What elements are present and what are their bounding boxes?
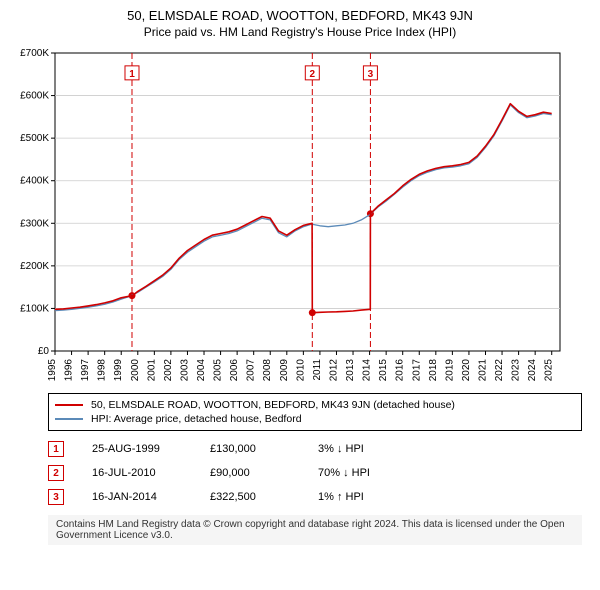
svg-text:£600K: £600K — [20, 91, 49, 102]
transaction-date: 25-AUG-1999 — [92, 443, 182, 455]
transaction-price: £322,500 — [210, 491, 290, 503]
svg-text:2015: 2015 — [378, 359, 389, 382]
svg-text:2007: 2007 — [246, 359, 257, 382]
svg-text:£100K: £100K — [20, 303, 49, 314]
svg-text:2001: 2001 — [146, 359, 157, 382]
transaction-marker: 2 — [48, 465, 64, 481]
chart-subtitle: Price paid vs. HM Land Registry's House … — [10, 25, 590, 39]
svg-text:£400K: £400K — [20, 176, 49, 187]
legend-label: 50, ELMSDALE ROAD, WOOTTON, BEDFORD, MK4… — [91, 399, 455, 411]
price-chart: £0 £100K £200K £300K £400K £500K £600K £700K 199… — [10, 45, 570, 385]
chart-card: 50, ELMSDALE ROAD, WOOTTON, BEDFORD, MK4… — [0, 0, 600, 555]
svg-text:2020: 2020 — [461, 359, 472, 382]
legend-item: 50, ELMSDALE ROAD, WOOTTON, BEDFORD, MK4… — [55, 398, 575, 412]
svg-text:2017: 2017 — [411, 359, 422, 382]
chart-title: 50, ELMSDALE ROAD, WOOTTON, BEDFORD, MK4… — [10, 8, 590, 23]
transaction-delta: 3% ↓ HPI — [318, 443, 398, 455]
svg-text:2025: 2025 — [544, 359, 555, 382]
transaction-date: 16-JUL-2010 — [92, 467, 182, 479]
svg-text:2008: 2008 — [262, 359, 273, 382]
svg-text:1999: 1999 — [113, 359, 124, 382]
footer-attribution: Contains HM Land Registry data © Crown c… — [48, 515, 582, 545]
svg-text:1: 1 — [129, 69, 135, 80]
svg-text:2014: 2014 — [362, 359, 373, 382]
svg-text:1995: 1995 — [47, 359, 58, 382]
transaction-price: £130,000 — [210, 443, 290, 455]
transaction-delta: 1% ↑ HPI — [318, 491, 398, 503]
transaction-row: 2 16-JUL-2010 £90,000 70% ↓ HPI — [48, 461, 582, 485]
chart-area: £0 £100K £200K £300K £400K £500K £600K £700K 199… — [10, 45, 590, 385]
svg-text:1996: 1996 — [64, 359, 75, 382]
svg-text:2002: 2002 — [163, 359, 174, 382]
svg-text:1997: 1997 — [80, 359, 91, 382]
svg-text:2013: 2013 — [345, 359, 356, 382]
svg-text:2023: 2023 — [511, 359, 522, 382]
transactions-table: 1 25-AUG-1999 £130,000 3% ↓ HPI 2 16-JUL-2010… — [48, 437, 582, 509]
svg-text:2010: 2010 — [295, 359, 306, 382]
svg-text:2006: 2006 — [229, 359, 240, 382]
svg-text:2009: 2009 — [279, 359, 290, 382]
legend-item: HPI: Average price, detached house, Bedf… — [55, 412, 575, 426]
transaction-row: 1 25-AUG-1999 £130,000 3% ↓ HPI — [48, 437, 582, 461]
svg-text:£500K: £500K — [20, 133, 49, 144]
svg-text:2024: 2024 — [527, 359, 538, 382]
svg-text:2000: 2000 — [130, 359, 141, 382]
svg-text:2005: 2005 — [213, 359, 224, 382]
transaction-row: 3 16-JAN-2014 £322,500 1% ↑ HPI — [48, 485, 582, 509]
legend: 50, ELMSDALE ROAD, WOOTTON, BEDFORD, MK4… — [48, 393, 582, 431]
svg-text:2012: 2012 — [328, 359, 339, 382]
svg-text:2: 2 — [310, 69, 316, 80]
svg-text:£200K: £200K — [20, 261, 49, 272]
svg-text:2004: 2004 — [196, 359, 207, 382]
svg-text:2022: 2022 — [494, 359, 505, 382]
legend-swatch — [55, 418, 83, 420]
svg-text:£300K: £300K — [20, 218, 49, 229]
svg-text:2021: 2021 — [477, 359, 488, 382]
transaction-price: £90,000 — [210, 467, 290, 479]
svg-text:2011: 2011 — [312, 359, 323, 381]
svg-text:2003: 2003 — [179, 359, 190, 382]
svg-text:3: 3 — [368, 69, 374, 80]
transaction-date: 16-JAN-2014 — [92, 491, 182, 503]
transaction-marker: 1 — [48, 441, 64, 457]
legend-swatch — [55, 404, 83, 406]
svg-text:£0: £0 — [38, 346, 50, 357]
svg-text:£700K: £700K — [20, 48, 49, 59]
svg-text:1998: 1998 — [97, 359, 108, 382]
svg-text:2018: 2018 — [428, 359, 439, 382]
svg-text:2019: 2019 — [444, 359, 455, 382]
legend-label: HPI: Average price, detached house, Bedf… — [91, 413, 302, 425]
transaction-delta: 70% ↓ HPI — [318, 467, 398, 479]
svg-text:2016: 2016 — [395, 359, 406, 382]
transaction-marker: 3 — [48, 489, 64, 505]
